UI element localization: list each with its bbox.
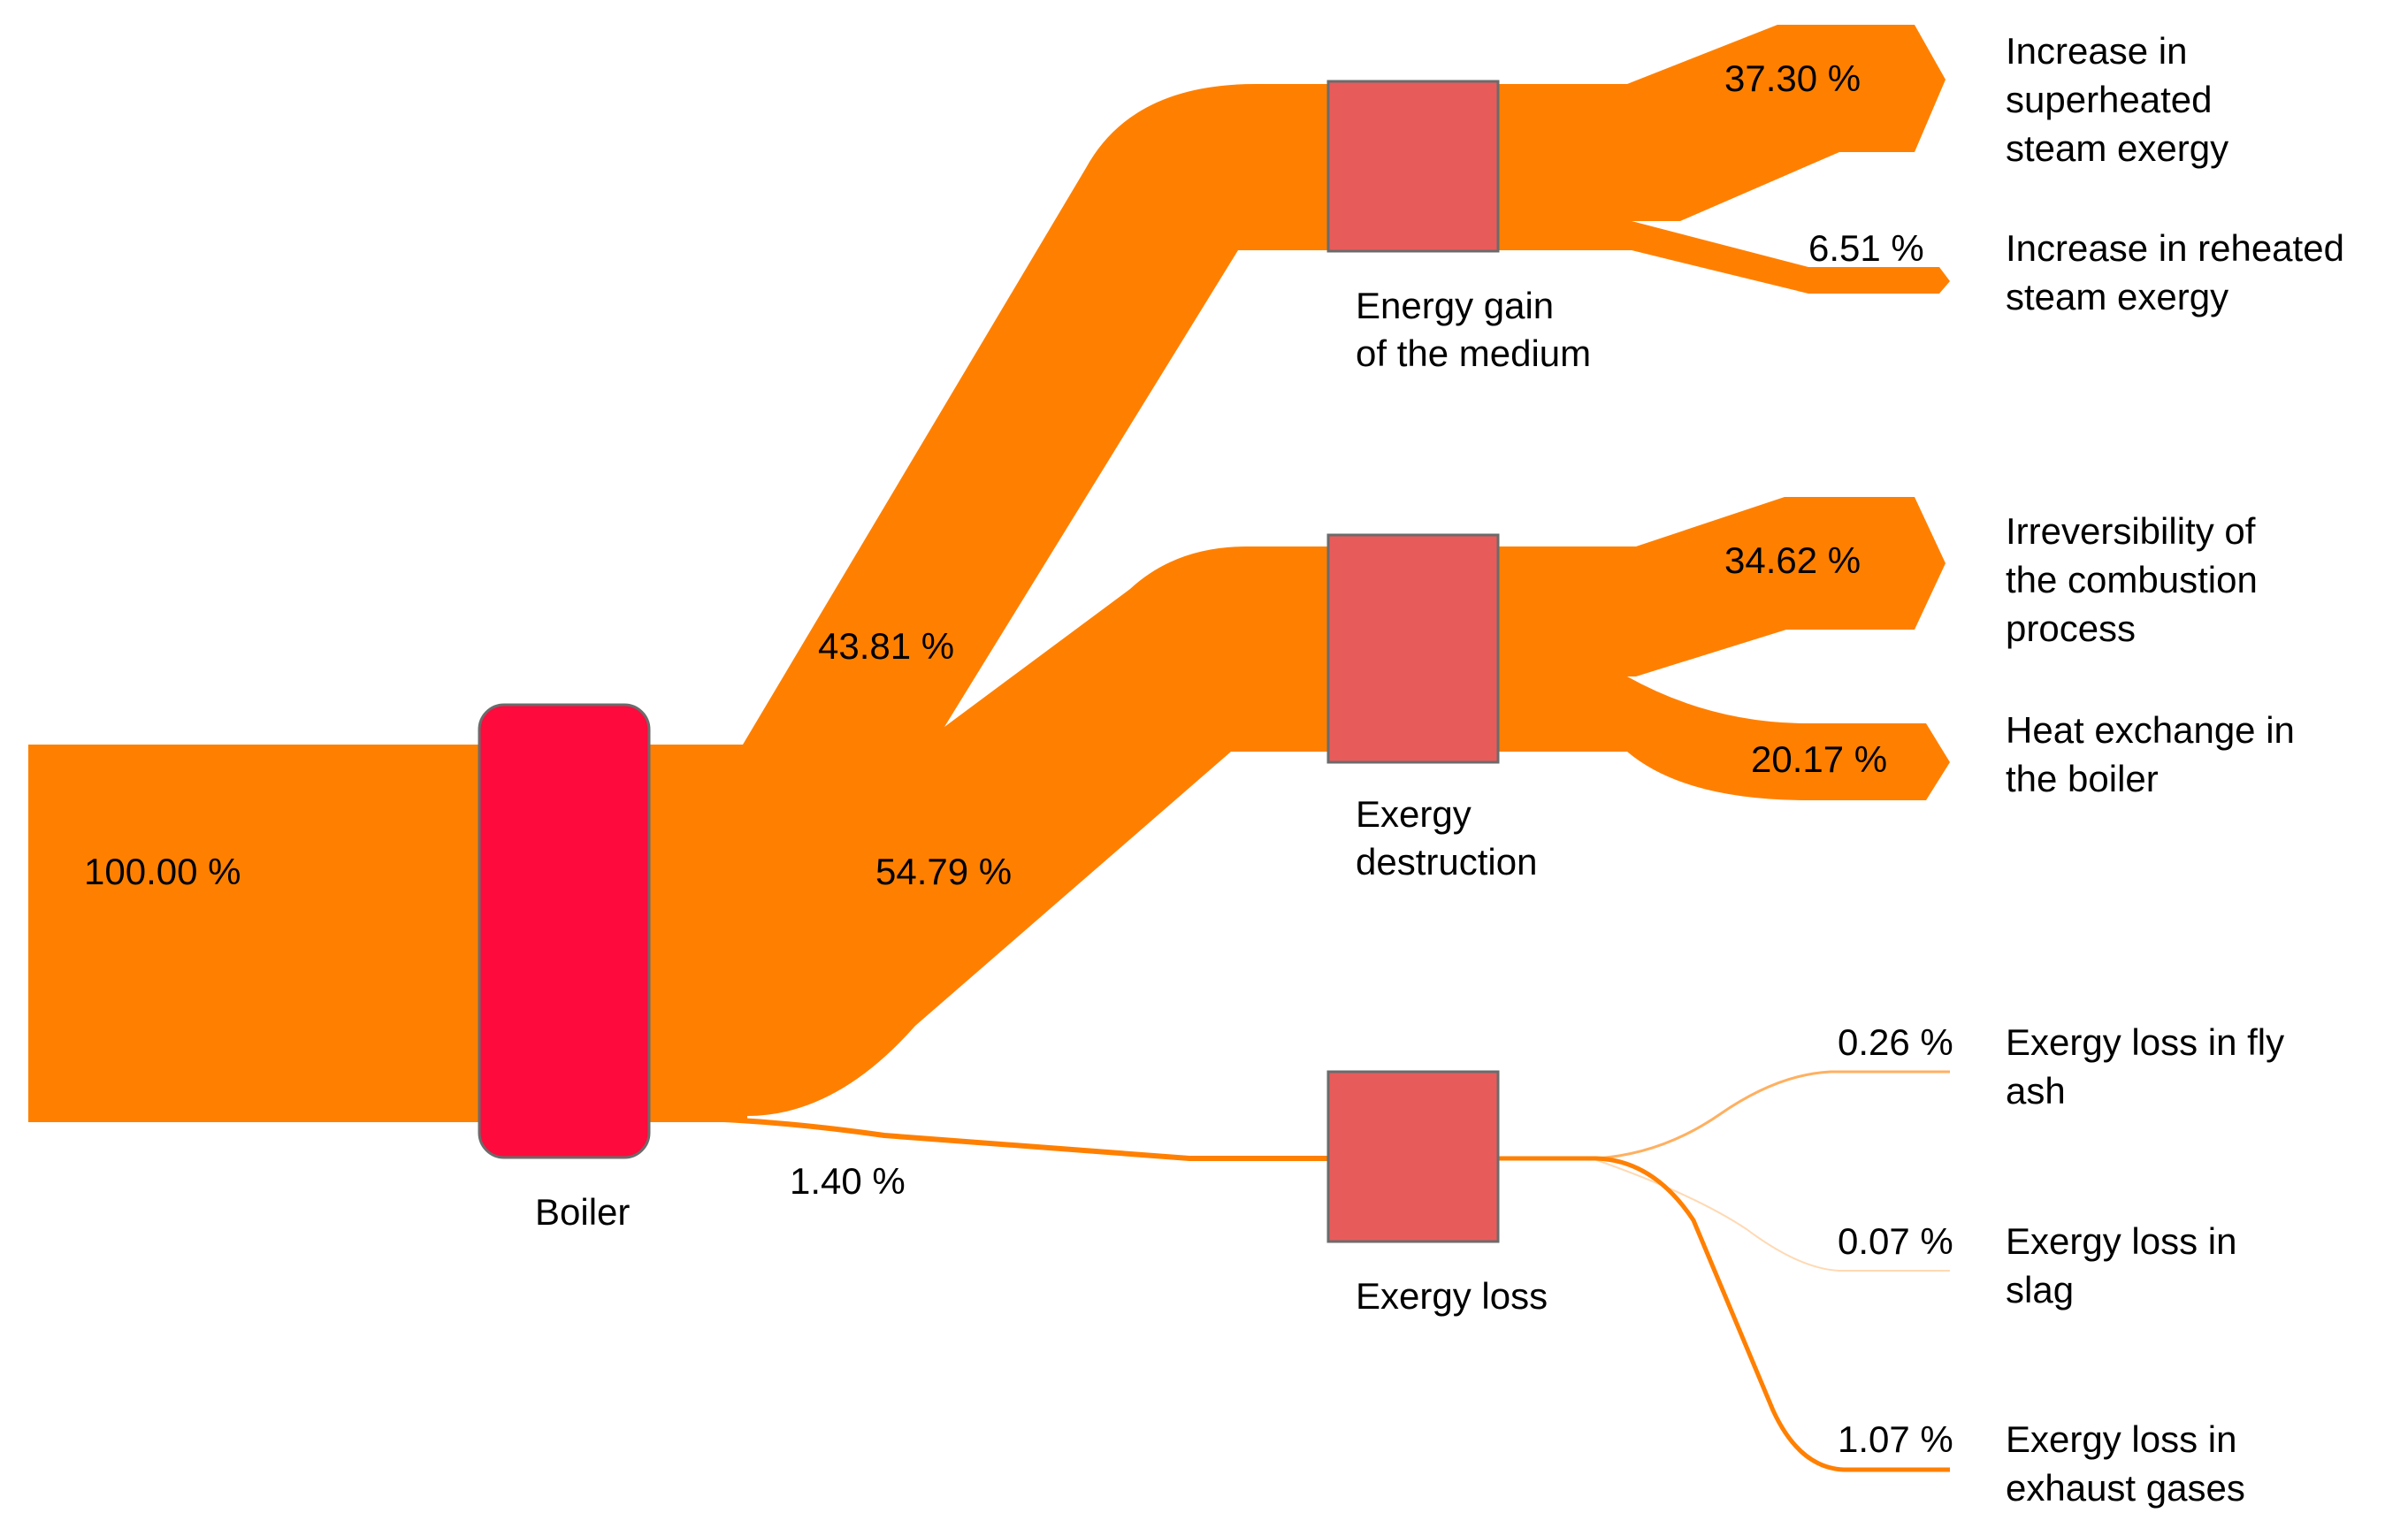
flow-slag (1497, 1158, 1950, 1272)
label-exergy-loss: Exergy loss (1356, 1275, 1548, 1317)
value-exergy-loss: 1.40 % (790, 1160, 906, 1202)
label-irreversibility: Irreversibility of the combustion proces… (2006, 510, 2268, 649)
label-reheated: Increase in reheated steam exergy (2006, 227, 2355, 317)
flow-energy-gain (743, 84, 1331, 745)
label-superheated: Increase in superheated steam exergy (2006, 30, 2228, 169)
node-exergy-destruction (1326, 533, 1500, 764)
flow-irreversibility (1497, 497, 1946, 676)
value-fly-ash: 0.26 % (1838, 1021, 1953, 1063)
value-reheated: 6.51 % (1808, 227, 1924, 269)
flow-exergy-loss (654, 1115, 1331, 1161)
node-boiler (478, 703, 651, 1159)
node-exergy-loss (1326, 1070, 1500, 1243)
value-exhaust: 1.07 % (1838, 1418, 1953, 1460)
flow-heat-exchange (1497, 676, 1950, 800)
value-input: 100.00 % (84, 851, 241, 892)
node-energy-gain (1326, 80, 1500, 253)
value-energy-gain: 43.81 % (818, 625, 954, 667)
value-superheated: 37.30 % (1724, 57, 1861, 99)
label-fly-ash: Exergy loss in fly ash (2006, 1021, 2295, 1112)
flow-boiler-out (646, 745, 747, 1122)
label-boiler: Boiler (535, 1191, 630, 1233)
flow-fly-ash (1497, 1070, 1950, 1160)
label-energy-gain: Energy gain of the medium (1356, 285, 1591, 374)
value-irreversibility: 34.62 % (1724, 539, 1861, 581)
flow-exergy-destruction (747, 546, 1331, 1116)
flow-superheated (1497, 25, 1946, 221)
flow-exhaust (1497, 1156, 1950, 1472)
label-exhaust: Exergy loss in exhaust gases (2006, 1418, 2247, 1509)
flow-reheated (1497, 221, 1950, 294)
label-heat-exchange: Heat exchange in the boiler (2006, 709, 2305, 799)
label-slag: Exergy loss in slag (2006, 1220, 2247, 1311)
value-slag: 0.07 % (1838, 1220, 1953, 1262)
value-exergy-destruction: 54.79 % (875, 851, 1012, 892)
label-exergy-destruction: Exergy destruction (1356, 793, 1537, 883)
flow-input (28, 745, 510, 1122)
value-heat-exchange: 20.17 % (1751, 738, 1887, 780)
